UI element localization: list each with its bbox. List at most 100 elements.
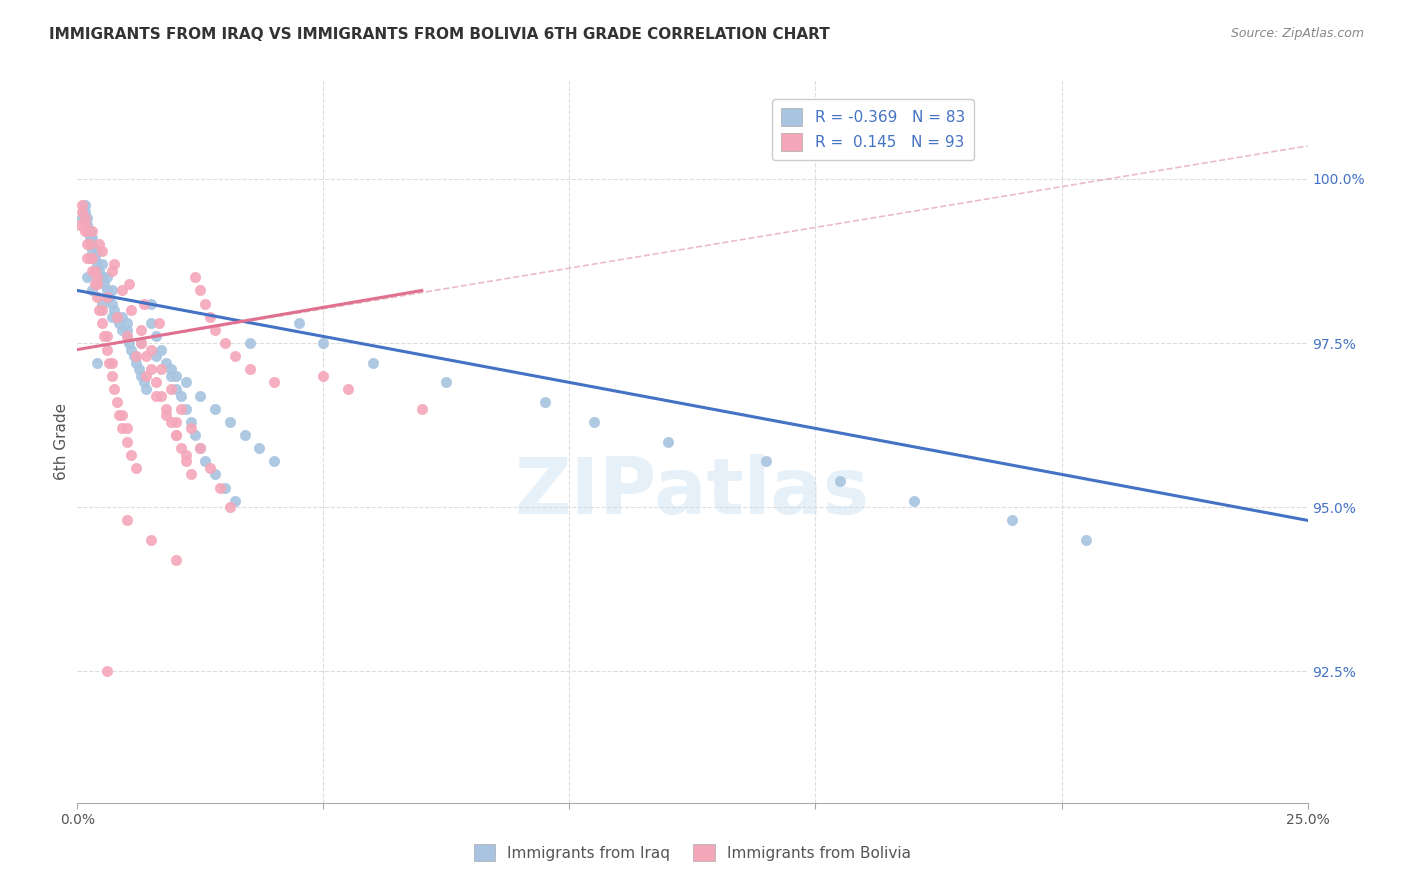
Point xyxy=(150,388,173,402)
Point xyxy=(125,349,148,363)
Point xyxy=(194,296,217,310)
Point xyxy=(219,500,242,515)
Point xyxy=(101,296,124,310)
Point xyxy=(1001,513,1024,527)
Point xyxy=(188,388,212,402)
Point xyxy=(132,376,155,390)
Point xyxy=(249,441,271,455)
Point xyxy=(141,343,163,357)
Point xyxy=(98,290,121,304)
Point xyxy=(70,198,93,212)
Point xyxy=(76,270,98,285)
Text: ZIPatlas: ZIPatlas xyxy=(515,454,870,530)
Point xyxy=(89,237,111,252)
Point xyxy=(180,421,202,435)
Point xyxy=(155,409,177,423)
Point xyxy=(200,310,222,324)
Point xyxy=(411,401,433,416)
Point xyxy=(129,336,153,351)
Point xyxy=(79,251,101,265)
Point xyxy=(129,336,153,351)
Point xyxy=(86,290,108,304)
Point xyxy=(170,441,193,455)
Point xyxy=(436,376,458,390)
Point xyxy=(1076,533,1098,547)
Point xyxy=(86,270,108,285)
Point xyxy=(76,218,98,232)
Point xyxy=(174,454,197,468)
Point xyxy=(174,448,197,462)
Point xyxy=(111,284,132,298)
Point xyxy=(188,441,212,455)
Point xyxy=(121,343,143,357)
Point xyxy=(90,244,114,258)
Point xyxy=(96,343,118,357)
Point xyxy=(96,329,118,343)
Point xyxy=(101,264,124,278)
Point xyxy=(125,356,148,370)
Point xyxy=(204,467,226,482)
Point xyxy=(160,382,183,396)
Point xyxy=(90,270,114,285)
Point xyxy=(121,303,143,318)
Point xyxy=(115,513,138,527)
Point xyxy=(233,428,256,442)
Point xyxy=(755,454,778,468)
Point xyxy=(111,323,132,337)
Point xyxy=(165,428,187,442)
Point xyxy=(141,316,163,330)
Point xyxy=(204,323,226,337)
Point xyxy=(224,349,246,363)
Point xyxy=(214,481,236,495)
Point xyxy=(188,441,212,455)
Point xyxy=(224,493,246,508)
Point xyxy=(105,310,128,324)
Point xyxy=(337,382,360,396)
Point xyxy=(184,428,207,442)
Point xyxy=(121,448,143,462)
Text: IMMIGRANTS FROM IRAQ VS IMMIGRANTS FROM BOLIVIA 6TH GRADE CORRELATION CHART: IMMIGRANTS FROM IRAQ VS IMMIGRANTS FROM … xyxy=(49,27,830,42)
Point xyxy=(82,237,104,252)
Point xyxy=(73,211,96,226)
Point xyxy=(165,428,187,442)
Point xyxy=(129,323,153,337)
Point xyxy=(115,323,138,337)
Point xyxy=(122,349,145,363)
Point xyxy=(86,277,108,291)
Point xyxy=(132,296,155,310)
Point xyxy=(90,296,114,310)
Point xyxy=(111,310,132,324)
Point xyxy=(82,284,104,298)
Point xyxy=(165,553,187,567)
Point xyxy=(111,421,132,435)
Point xyxy=(155,356,177,370)
Point xyxy=(101,284,124,298)
Point xyxy=(96,290,118,304)
Point xyxy=(194,454,217,468)
Point xyxy=(83,251,105,265)
Point xyxy=(219,415,242,429)
Point xyxy=(79,237,101,252)
Point xyxy=(93,277,115,291)
Point xyxy=(118,277,141,291)
Point xyxy=(160,415,183,429)
Point xyxy=(93,329,115,343)
Point xyxy=(125,460,148,475)
Point xyxy=(170,388,193,402)
Point xyxy=(115,329,138,343)
Y-axis label: 6th Grade: 6th Grade xyxy=(53,403,69,480)
Point xyxy=(263,454,285,468)
Point xyxy=(118,336,141,351)
Point xyxy=(101,368,124,383)
Point xyxy=(165,415,187,429)
Point xyxy=(103,257,125,271)
Point xyxy=(76,237,98,252)
Point xyxy=(96,284,118,298)
Point xyxy=(86,257,108,271)
Point xyxy=(101,310,124,324)
Point xyxy=(145,329,167,343)
Point xyxy=(96,270,118,285)
Legend: Immigrants from Iraq, Immigrants from Bolivia: Immigrants from Iraq, Immigrants from Bo… xyxy=(468,838,917,867)
Point xyxy=(209,481,232,495)
Point xyxy=(170,401,193,416)
